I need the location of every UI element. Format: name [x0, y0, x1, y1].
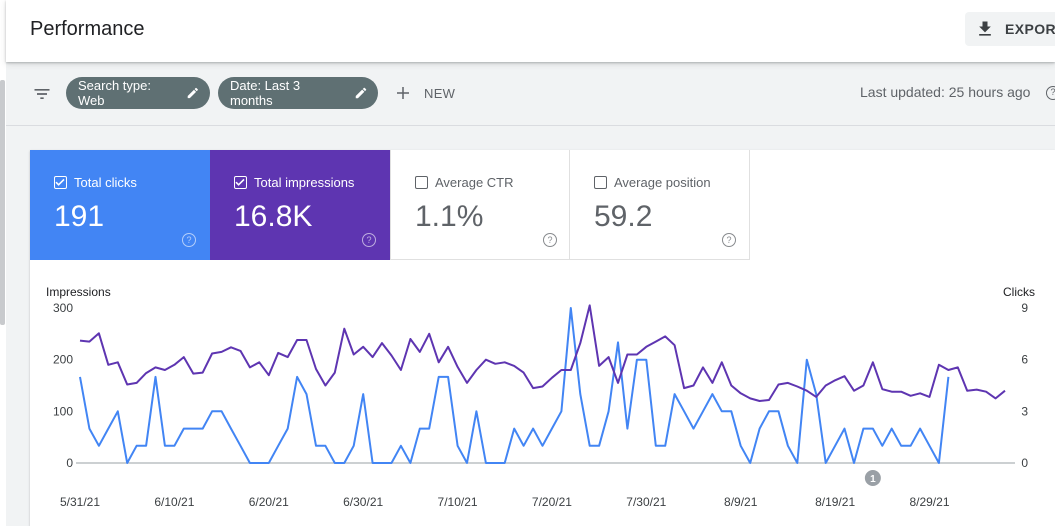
help-icon[interactable]: ? [1046, 86, 1055, 100]
checkbox-unchecked-icon[interactable] [415, 176, 428, 189]
help-icon[interactable]: ? [543, 233, 557, 247]
metric-label: Average CTR [435, 175, 514, 190]
left-rail [0, 0, 6, 526]
left-tick-label: 300 [53, 301, 73, 315]
left-tick-label: 0 [66, 456, 73, 470]
right-tick-label: 3 [1021, 404, 1028, 418]
date-label: Date: Last 3 months [230, 78, 301, 108]
help-icon[interactable]: ? [362, 233, 376, 247]
last-updated-text: Last updated: 25 hours ago [860, 84, 1031, 100]
metric-label: Total impressions [254, 175, 355, 190]
x-tick-label: 8/19/21 [815, 495, 855, 509]
annotation-marker [864, 470, 881, 486]
x-tick-label: 7/30/21 [626, 495, 666, 509]
x-tick-label: 6/10/21 [154, 495, 194, 509]
edit-icon [355, 87, 367, 99]
x-tick-label: 7/10/21 [438, 495, 478, 509]
metric-value: 16.8K [234, 200, 313, 233]
left-axis-title: Impressions [46, 285, 111, 299]
x-tick-label: 6/30/21 [343, 495, 383, 509]
metric-total-impressions[interactable]: Total impressions 16.8K ? [210, 150, 390, 260]
right-tick-label: 0 [1021, 456, 1028, 470]
filter-icon[interactable] [32, 84, 52, 104]
new-filter-button[interactable]: NEW [394, 80, 455, 106]
annotation-label: 1 [870, 474, 876, 485]
series-line-impressions [79, 304, 1006, 402]
metric-value: 191 [54, 200, 105, 233]
export-label: EXPORT [1005, 21, 1055, 37]
help-icon[interactable]: ? [722, 233, 736, 247]
right-tick-label: 9 [1021, 301, 1028, 315]
performance-card: Total clicks 191 ? Total impressions 16.… [30, 150, 1055, 526]
metric-label: Average position [614, 175, 711, 190]
x-tick-label: 6/20/21 [249, 495, 289, 509]
plus-icon [397, 87, 409, 99]
page-title: Performance [30, 18, 145, 40]
date-chip[interactable]: Date: Last 3 months [218, 77, 378, 109]
edit-icon [188, 87, 199, 99]
checkbox-checked-icon[interactable] [54, 176, 67, 189]
x-tick-label: 7/20/21 [532, 495, 572, 509]
x-tick-label: 8/9/21 [724, 495, 758, 509]
metric-total-clicks[interactable]: Total clicks 191 ? [30, 150, 210, 260]
metric-label: Total clicks [74, 175, 137, 190]
metric-average-ctr[interactable]: Average CTR 1.1% ? [390, 150, 570, 260]
metric-value: 59.2 [594, 200, 653, 233]
checkbox-checked-icon[interactable] [234, 176, 247, 189]
help-icon[interactable]: ? [182, 233, 196, 247]
x-tick-label: 5/31/21 [60, 495, 100, 509]
filter-bar: Search type: Web Date: Last 3 months NEW… [6, 62, 1055, 126]
export-button[interactable]: EXPORT [965, 12, 1055, 46]
page-header: Performance EXPORT [6, 0, 1055, 62]
new-label: NEW [424, 85, 456, 101]
left-tick-label: 100 [53, 404, 73, 418]
metric-value: 1.1% [415, 200, 484, 233]
scrollbar[interactable] [0, 80, 5, 325]
right-tick-label: 6 [1021, 353, 1028, 367]
download-icon [979, 21, 991, 36]
right-axis-title: Clicks [1003, 285, 1035, 299]
search-type-chip[interactable]: Search type: Web [66, 77, 210, 109]
search-type-label: Search type: Web [78, 78, 151, 108]
metric-average-position[interactable]: Average position 59.2 ? [570, 150, 750, 260]
left-tick-label: 200 [53, 353, 73, 367]
x-tick-label: 8/29/21 [909, 495, 949, 509]
series-line-clicks [79, 307, 950, 464]
performance-chart: Impressions Clicks 0 100 200 300 0 3 6 9 5/31/21 6/… [46, 285, 1035, 509]
checkbox-unchecked-icon[interactable] [594, 176, 607, 189]
